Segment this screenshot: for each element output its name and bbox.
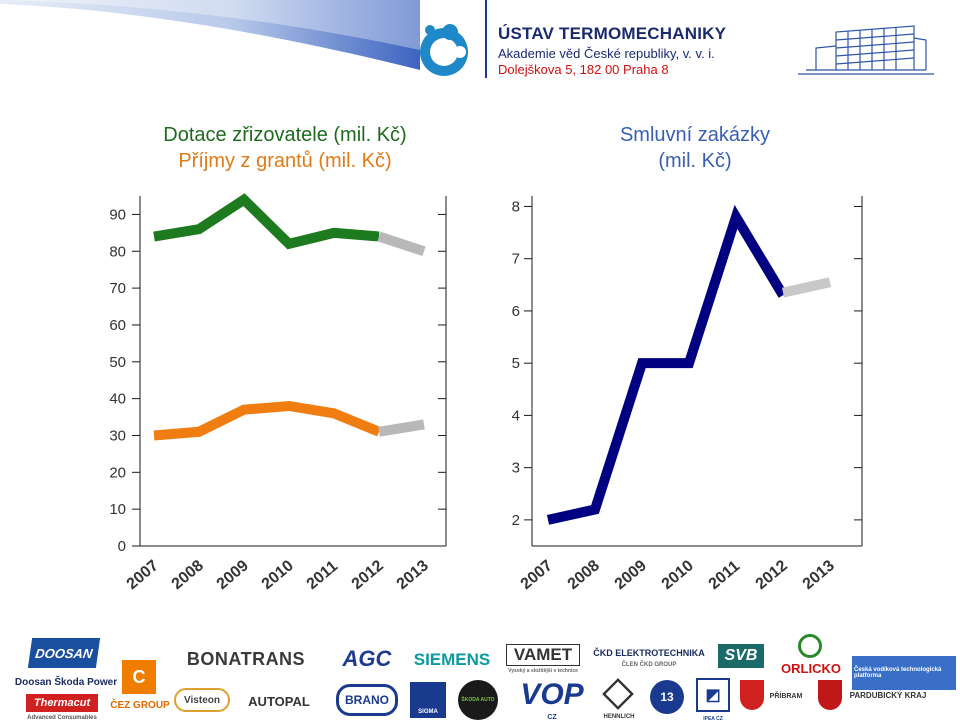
ipea-logo: ◩ — [696, 678, 730, 712]
left-chart-ytick-label: 60 — [109, 317, 126, 334]
left-chart-ytick-label: 20 — [109, 464, 126, 481]
institute-address: Dolejškova 5, 182 00 Praha 8 — [498, 62, 669, 77]
institute-academy: Akademie věd České republiky, v. v. i. — [498, 46, 715, 61]
left-chart-ytick-label: 10 — [109, 501, 126, 518]
left-chart-ytick-label: 90 — [109, 206, 126, 223]
right-chart-ytick-label: 7 — [512, 251, 520, 268]
siemens-logo: SIEMENS — [413, 650, 491, 669]
vamet-subtitle: Vysoký a složitější v technice — [508, 667, 578, 674]
institute-block: ÚSTAV TERMOMECHANIKY Akademie věd České … — [498, 24, 726, 77]
right-chart-xtick-label: 2008 — [565, 557, 603, 593]
brano-logo: BRANO — [336, 684, 398, 716]
cez-group-text: ČEZ GROUP — [110, 699, 170, 711]
agc-logo: AGC — [342, 646, 392, 671]
sigma-logo: SIGMA — [410, 682, 446, 718]
pardubicky-kraj-text: PARDUBICKÝ KRAJ — [849, 690, 927, 700]
right-title-line2: (mil. Kč) — [658, 150, 732, 172]
thermacut-logo: Thermacut — [26, 694, 98, 712]
left-chart-title: Dotace zřizovatele (mil. Kč) Příjmy z gr… — [130, 122, 440, 174]
right-chart-ytick-label: 8 — [512, 198, 520, 215]
left-chart-series-line — [377, 231, 426, 257]
visteon-logo: Visteon — [174, 688, 230, 712]
doosan-logo: DOOSAN — [27, 638, 101, 668]
right-chart-xtick-label: 2011 — [706, 558, 744, 593]
left-chart-ytick-label: 40 — [109, 391, 126, 408]
autopal-logo: AUTOPAL — [248, 693, 310, 709]
header-swoosh — [0, 0, 420, 70]
pribram-text: PŘÍBRAM — [769, 692, 803, 700]
round-partner-emblem-icon: 13 — [650, 680, 684, 714]
right-chart-series-line — [546, 204, 788, 525]
left-chart-ytick-label: 0 — [118, 538, 126, 555]
right-title-line1: Smluvní zakázky — [619, 124, 771, 146]
vamet-logo: VAMET — [506, 644, 580, 666]
ckd-logo: ČKD ELEKTROTECHNIKA — [593, 648, 705, 658]
right-chart-ytick-label: 4 — [512, 407, 520, 424]
left-chart-xtick-label: 2012 — [349, 557, 387, 593]
left-chart-ytick-label: 50 — [109, 354, 126, 371]
cez-logo-icon: C — [122, 660, 156, 694]
left-chart-xtick-label: 2007 — [124, 557, 162, 593]
right-chart-series-line — [781, 277, 832, 298]
hennlich-emblem-icon — [602, 678, 634, 710]
orlicko-emblem-icon — [798, 634, 822, 658]
right-chart-ytick-label: 5 — [512, 355, 520, 372]
left-chart-xtick-label: 2008 — [169, 557, 207, 593]
institute-logo-icon — [420, 24, 468, 76]
pribram-crest-icon — [740, 680, 764, 710]
left-chart-ytick-label: 30 — [109, 427, 126, 444]
pardubice-crest-icon — [818, 680, 842, 710]
svb-logo: SVB — [718, 644, 764, 668]
bonatrans-logo: BONATRANS — [186, 648, 306, 669]
ckd-subtitle: ČLEN ČKD GROUP — [621, 662, 677, 668]
right-chart-ytick-label: 3 — [512, 460, 520, 477]
building-drawing-icon — [798, 25, 934, 75]
right-chart-ytick-label: 2 — [512, 512, 520, 529]
right-chart-title: Smluvní zakázky (mil. Kč) — [590, 122, 800, 174]
left-chart-xtick-label: 2010 — [259, 557, 297, 593]
ipea-text: IPEA CZ — [703, 716, 723, 722]
vop-logo: VOP — [520, 678, 584, 711]
left-chart-series-line — [378, 419, 425, 437]
right-chart-xtick-label: 2010 — [659, 557, 697, 593]
left-chart-ytick-label: 70 — [109, 280, 126, 297]
right-chart-ytick-label: 6 — [512, 303, 520, 320]
thermacut-subtitle: Advanced Consumables — [27, 715, 97, 721]
header-divider — [485, 0, 487, 78]
left-chart-xtick-label: 2009 — [214, 557, 252, 593]
vop-subtitle: CZ — [547, 713, 557, 721]
left-title-line2: Příjmy z grantů (mil. Kč) — [178, 150, 392, 172]
right-chart-xtick-label: 2013 — [800, 557, 838, 593]
hydrogen-platform-logo: Česká vodíková technologická platforma — [852, 656, 956, 690]
left-chart-xtick-label: 2013 — [394, 557, 432, 593]
left-chart-xtick-label: 2011 — [304, 558, 342, 593]
orlicko-logo: ORLICKO — [781, 660, 841, 676]
left-chart-ytick-label: 80 — [109, 243, 126, 260]
right-chart-xtick-label: 2009 — [612, 557, 650, 593]
hennlich-logo: HENNLICH — [603, 714, 635, 720]
skoda-auto-logo: ŠKODA AUTO — [458, 680, 498, 720]
left-title-line1: Dotace zřizovatele (mil. Kč) — [163, 124, 407, 146]
institute-name: ÚSTAV TERMOMECHANIKY — [498, 24, 727, 43]
left-chart-series-line — [153, 193, 380, 250]
partner-logos: DOOSAN Doosan Škoda Power Thermacut Adva… — [0, 630, 960, 727]
doosan-skoda-text: Doosan Škoda Power — [14, 676, 118, 688]
left-chart-series-line — [153, 400, 381, 441]
right-chart-xtick-label: 2012 — [753, 557, 791, 593]
right-chart-xtick-label: 2007 — [518, 557, 556, 593]
